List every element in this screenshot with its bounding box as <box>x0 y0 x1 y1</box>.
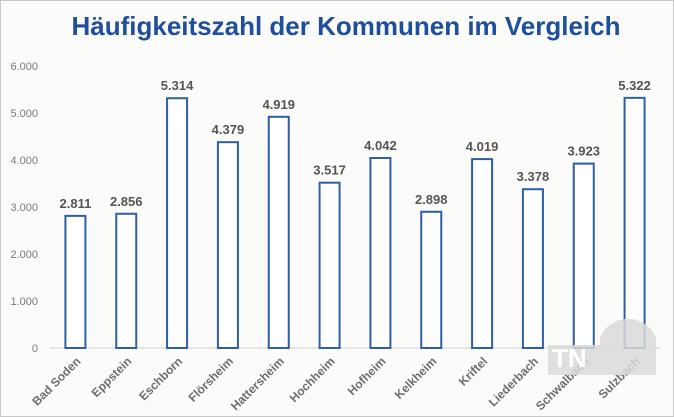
bar <box>572 162 595 349</box>
y-tick-label: 4.000 <box>10 155 38 167</box>
data-label: 4.379 <box>212 122 245 137</box>
y-tick-label: 6.000 <box>10 61 38 73</box>
x-tick-label: Liederbach <box>486 354 541 409</box>
x-tick-label: Bad Soden <box>29 354 83 408</box>
data-label: 5.314 <box>161 78 194 93</box>
bar <box>369 157 392 349</box>
watermark-text: TN <box>552 343 587 373</box>
data-label: 3.378 <box>517 169 550 184</box>
chart-title: Häufigkeitszahl der Kommunen im Vergleic… <box>71 11 620 41</box>
data-label: 4.042 <box>364 138 397 153</box>
data-label: 3.517 <box>313 163 346 178</box>
data-label: 3.923 <box>567 144 600 159</box>
bar <box>471 158 494 349</box>
x-tick-label: Kelkheim <box>392 354 440 402</box>
x-tick-label: Hofheim <box>345 354 389 398</box>
x-tick-label: Hattersheim <box>228 354 287 413</box>
data-label: 4.019 <box>466 139 499 154</box>
x-tick-label: Eschborn <box>136 354 185 403</box>
x-tick-label: Flörsheim <box>186 354 236 404</box>
bars-group: 2.811 2.856 5.314 4.379 4.919 3.517 4.042 2.898… <box>60 78 651 349</box>
bar <box>115 212 138 349</box>
data-label: 2.856 <box>110 194 143 209</box>
y-tick-label: 1.000 <box>10 296 38 308</box>
watermark-logo: TN <box>548 318 656 375</box>
y-tick-label: 2.000 <box>10 249 38 261</box>
data-label: 4.919 <box>262 97 295 112</box>
bar <box>267 115 290 349</box>
data-label: 5.322 <box>618 78 651 93</box>
y-tick-label: 0 <box>32 343 38 355</box>
bar <box>64 214 87 349</box>
bar <box>166 97 189 349</box>
y-tick-label: 3.000 <box>10 202 38 214</box>
bar <box>420 210 443 349</box>
x-tick-label: Kriftel <box>456 354 490 388</box>
x-tick-label: Eppstein <box>89 354 135 400</box>
watermark-shape <box>548 318 656 375</box>
bar <box>623 96 646 349</box>
bar <box>521 188 544 349</box>
bar <box>318 181 341 349</box>
data-label: 2.898 <box>415 192 448 207</box>
x-tick-label: Hochheim <box>287 354 338 405</box>
data-label: 2.811 <box>60 196 92 211</box>
y-axis: 0 1.000 2.000 3.000 4.000 5.000 6.000 <box>10 61 660 355</box>
y-tick-label: 5.000 <box>10 108 38 120</box>
bar <box>216 141 239 349</box>
